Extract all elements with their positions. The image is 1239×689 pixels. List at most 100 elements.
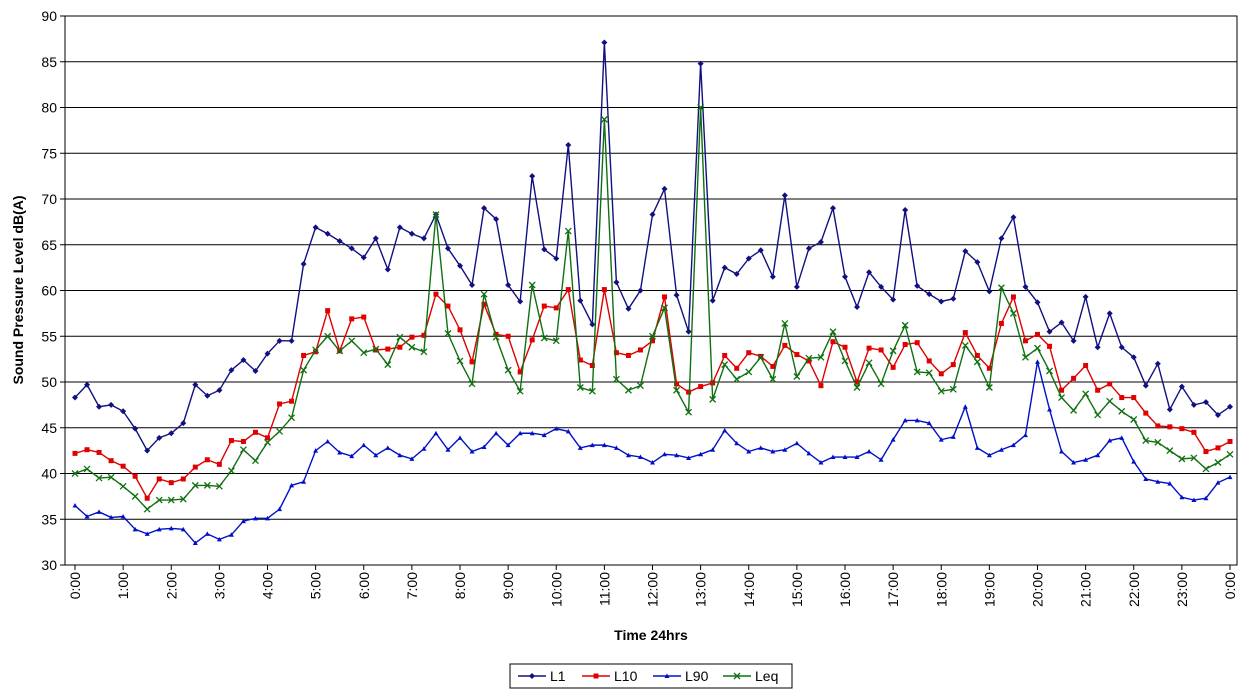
data-point xyxy=(1010,214,1017,221)
data-point xyxy=(192,381,199,388)
x-tick-label: 8:00 xyxy=(452,572,468,599)
legend-label: Leq xyxy=(755,668,778,684)
data-point xyxy=(1010,294,1016,300)
data-point xyxy=(360,349,368,357)
data-point xyxy=(96,449,102,455)
data-point xyxy=(782,447,788,452)
data-point xyxy=(1190,401,1197,408)
data-point xyxy=(421,446,427,451)
data-point xyxy=(625,305,632,312)
data-point xyxy=(685,328,692,335)
data-point xyxy=(733,271,740,278)
data-point xyxy=(252,457,259,465)
data-point xyxy=(878,457,884,462)
data-point xyxy=(601,39,608,46)
data-point xyxy=(1142,437,1150,445)
data-point xyxy=(1106,397,1114,405)
data-point xyxy=(830,454,836,460)
y-tick-label: 55 xyxy=(41,328,57,344)
data-point xyxy=(1059,449,1065,454)
data-point xyxy=(698,451,704,457)
data-point xyxy=(131,492,139,500)
data-point xyxy=(204,457,210,463)
data-point xyxy=(168,525,174,531)
data-point xyxy=(216,536,222,542)
data-point xyxy=(1167,424,1173,430)
data-point xyxy=(132,473,138,479)
data-point xyxy=(83,465,91,473)
data-point xyxy=(854,454,860,460)
data-point xyxy=(361,314,367,320)
data-point xyxy=(445,447,451,452)
data-point xyxy=(986,365,992,371)
data-point xyxy=(794,352,800,358)
data-point xyxy=(505,442,511,448)
data-point xyxy=(481,444,487,449)
data-point xyxy=(1190,454,1198,462)
data-point xyxy=(541,246,548,253)
data-point xyxy=(360,254,367,261)
data-point xyxy=(204,392,211,399)
data-point xyxy=(902,206,909,213)
data-point xyxy=(156,476,162,482)
data-point xyxy=(781,192,788,199)
data-point xyxy=(637,454,643,460)
data-point xyxy=(577,297,584,304)
data-point xyxy=(601,287,607,293)
data-point xyxy=(228,367,235,374)
x-tick-label: 4:00 xyxy=(260,572,276,599)
y-tick-label: 40 xyxy=(41,466,57,482)
data-point xyxy=(517,430,523,436)
data-point xyxy=(950,434,956,439)
data-point xyxy=(264,438,271,446)
data-point xyxy=(108,458,114,464)
data-point xyxy=(661,304,668,312)
data-point xyxy=(552,337,560,345)
y-tick-label: 50 xyxy=(41,374,57,390)
x-tick-label: 22:00 xyxy=(1126,572,1142,607)
data-point xyxy=(372,235,379,242)
data-point xyxy=(1202,399,1209,406)
data-point xyxy=(349,316,355,322)
data-point xyxy=(1095,387,1101,393)
x-tick-label: 20:00 xyxy=(1030,572,1046,607)
data-point xyxy=(228,532,234,537)
data-point xyxy=(974,445,980,450)
y-tick-label: 75 xyxy=(41,145,57,161)
data-point xyxy=(1035,359,1040,364)
x-tick-label: 6:00 xyxy=(356,572,372,599)
legend-marker xyxy=(664,673,670,678)
data-point xyxy=(84,514,90,519)
data-point xyxy=(240,518,246,524)
data-point xyxy=(1215,480,1221,485)
data-point xyxy=(1010,442,1016,448)
data-point xyxy=(1083,363,1089,369)
data-point xyxy=(325,438,331,444)
data-point xyxy=(252,368,259,375)
data-point xyxy=(1166,447,1174,455)
data-point xyxy=(325,308,331,314)
data-point xyxy=(348,245,355,252)
data-point xyxy=(854,303,861,310)
data-point xyxy=(973,358,981,366)
data-point xyxy=(1034,299,1041,306)
data-point xyxy=(180,420,187,427)
data-point xyxy=(637,382,644,390)
data-point xyxy=(1046,367,1053,375)
data-point xyxy=(312,346,320,354)
data-point xyxy=(239,446,247,454)
data-point xyxy=(324,230,331,237)
data-point xyxy=(913,368,921,376)
data-point xyxy=(770,363,776,369)
data-point xyxy=(914,417,920,423)
data-point xyxy=(144,495,150,501)
data-point xyxy=(1167,481,1173,486)
data-point xyxy=(842,344,848,350)
data-point xyxy=(396,224,403,231)
data-point xyxy=(589,442,595,448)
data-point xyxy=(480,290,488,298)
data-point xyxy=(528,281,536,289)
data-point xyxy=(469,449,475,454)
x-tick-label: 19:00 xyxy=(981,572,997,607)
data-point xyxy=(877,380,885,388)
